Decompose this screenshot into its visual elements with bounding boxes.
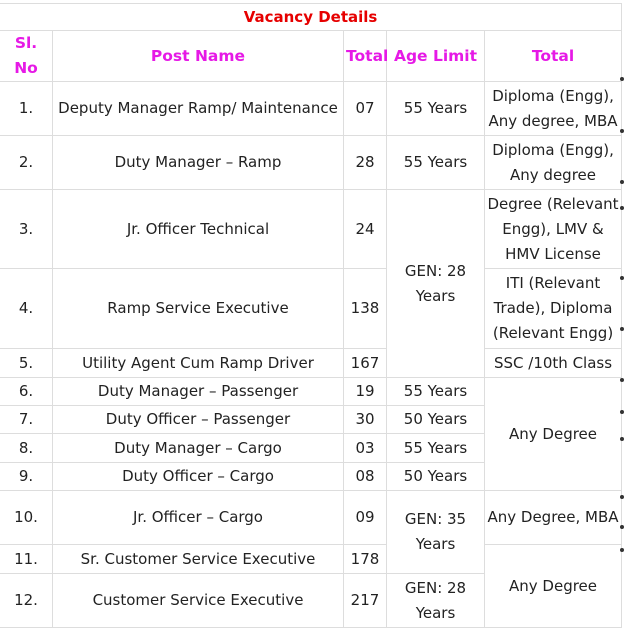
age-limit: 55 Years <box>386 433 485 463</box>
post-name: Duty Manager – Cargo <box>52 433 344 463</box>
total: 138 <box>343 268 387 349</box>
total: 24 <box>343 189 387 269</box>
sl-no: 7. <box>0 405 53 434</box>
table-row: 2. Duty Manager – Ramp 28 55 Years Diplo… <box>0 135 623 190</box>
post-name: Duty Manager – Passenger <box>52 377 344 406</box>
total: 19 <box>343 377 387 406</box>
table-row: 9. Duty Officer – Cargo 08 50 Years <box>0 462 622 491</box>
bullet-icon <box>620 495 624 499</box>
post-name: Duty Manager – Ramp <box>52 135 344 190</box>
qualification: Diploma (Engg), Any degree <box>483 135 623 190</box>
bullet-icon <box>620 378 624 382</box>
post-name: Customer Service Executive <box>52 573 344 628</box>
bullet-icon <box>620 276 624 280</box>
sl-no: 8. <box>0 433 53 463</box>
header-age-limit: Age Limit <box>386 30 485 82</box>
table-row: 3. Jr. Officer Technical 24 GEN: 28 Year… <box>0 189 623 378</box>
qualification: Any Degree <box>483 544 623 628</box>
vacancy-table: Vacancy Details Sl. No Post Name Total A… <box>0 3 623 628</box>
post-name: Jr. Officer – Cargo <box>52 490 344 545</box>
sl-no: 2. <box>0 135 53 190</box>
total: 178 <box>343 544 387 574</box>
post-name: Jr. Officer Technical <box>52 189 344 269</box>
header-sl-no: Sl. No <box>0 30 53 82</box>
table-row: 5. Utility Agent Cum Ramp Driver 167 SSC… <box>0 348 623 378</box>
table-row: 1. Deputy Manager Ramp/ Maintenance 07 5… <box>0 81 623 136</box>
bullet-icon <box>620 410 624 414</box>
qualification: Diploma (Engg), Any degree, MBA <box>483 81 623 136</box>
total: 167 <box>343 348 387 378</box>
bullet-icon <box>620 206 624 210</box>
age-limit: 50 Years <box>386 405 485 434</box>
total: 28 <box>343 135 387 190</box>
qualification: Degree (Relevant Engg), LMV & HMV Licens… <box>483 189 623 269</box>
sl-no: 6. <box>0 377 53 406</box>
qualification: ITI (Relevant Trade), Diploma (Relevant … <box>483 268 623 349</box>
qualification: Any Degree, MBA <box>483 490 623 545</box>
post-name: Duty Officer – Passenger <box>52 405 344 434</box>
sl-no: 5. <box>0 348 53 378</box>
total: 30 <box>343 405 387 434</box>
bullet-icon <box>620 77 624 81</box>
total: 217 <box>343 573 387 628</box>
table-row: 7. Duty Officer – Passenger 30 50 Years <box>0 405 622 434</box>
total: 03 <box>343 433 387 463</box>
sl-no: 4. <box>0 268 53 349</box>
table-title: Vacancy Details <box>0 3 623 31</box>
bullet-icon <box>620 129 624 133</box>
age-limit: 55 Years <box>386 377 485 406</box>
age-limit: 55 Years <box>386 81 485 136</box>
header-row: Sl. No Post Name Total Age Limit Total <box>0 30 623 82</box>
post-name: Duty Officer – Cargo <box>52 462 344 491</box>
age-limit: GEN: 28 Years <box>386 189 485 378</box>
total: 07 <box>343 81 387 136</box>
bullet-icon <box>620 327 624 331</box>
bullet-icon <box>620 548 624 552</box>
bullet-icon <box>620 525 624 529</box>
total: 09 <box>343 490 387 545</box>
sl-no: 9. <box>0 462 53 491</box>
header-qualification: Total <box>483 30 623 82</box>
table-row: 10. Jr. Officer – Cargo 09 GEN: 35 Years… <box>0 490 623 574</box>
age-limit: GEN: 35 Years <box>386 490 485 574</box>
sl-no: 11. <box>0 544 53 574</box>
bullet-icon <box>620 180 624 184</box>
sl-no: 3. <box>0 189 53 269</box>
table-row: 4. Ramp Service Executive 138 ITI (Relev… <box>0 268 623 349</box>
sl-no: 10. <box>0 490 53 545</box>
post-name: Deputy Manager Ramp/ Maintenance <box>52 81 344 136</box>
qualification: Any Degree <box>483 377 623 491</box>
table-row: 8. Duty Manager – Cargo 03 55 Years <box>0 433 622 463</box>
bullet-icon <box>620 437 624 441</box>
total: 08 <box>343 462 387 491</box>
header-total: Total <box>343 30 388 82</box>
post-name: Utility Agent Cum Ramp Driver <box>52 348 344 378</box>
age-limit: 50 Years <box>386 462 485 491</box>
sl-no: 1. <box>0 81 53 136</box>
post-name: Sr. Customer Service Executive <box>52 544 344 574</box>
table-row: 6. Duty Manager – Passenger 19 55 Years … <box>0 377 623 491</box>
post-name: Ramp Service Executive <box>52 268 344 349</box>
age-limit: 55 Years <box>386 135 485 190</box>
sl-no: 12. <box>0 573 53 628</box>
age-limit: GEN: 28 Years <box>386 573 485 628</box>
table-row: 11. Sr. Customer Service Executive 178 A… <box>0 544 623 628</box>
qualification: SSC /10th Class <box>483 348 623 378</box>
header-post-name: Post Name <box>52 30 344 82</box>
